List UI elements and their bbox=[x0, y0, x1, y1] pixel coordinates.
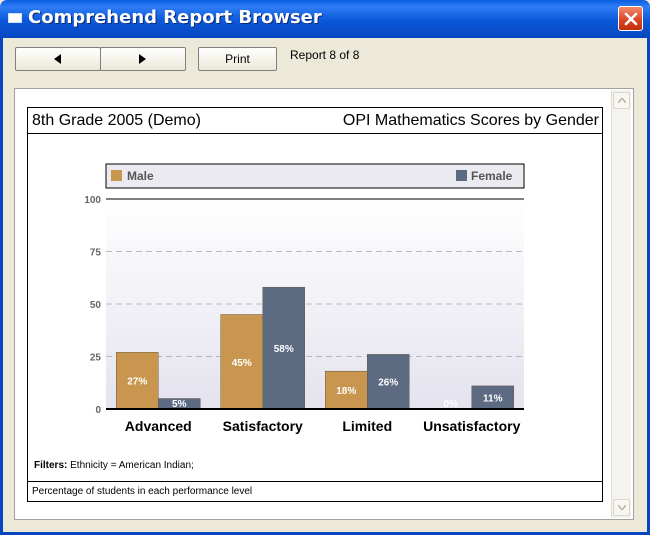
legend-female-swatch bbox=[456, 170, 467, 181]
chevron-down-icon bbox=[617, 505, 626, 510]
chevron-up-icon bbox=[617, 98, 626, 103]
plot-area bbox=[106, 199, 524, 409]
scroll-down-button[interactable] bbox=[613, 499, 630, 516]
y-tick-label: 0 bbox=[95, 405, 101, 416]
bar-male bbox=[116, 352, 159, 410]
bar-data-label: 26% bbox=[378, 378, 398, 389]
bar-data-label: 11% bbox=[483, 393, 503, 404]
triangle-right-icon bbox=[139, 54, 146, 64]
bar-female bbox=[367, 354, 410, 410]
bar-data-label: 45% bbox=[232, 358, 252, 369]
legend-male-swatch bbox=[111, 170, 122, 181]
vertical-scrollbar[interactable] bbox=[611, 90, 631, 518]
footer-text: Percentage of students in each performan… bbox=[32, 486, 253, 497]
report-count: Report 8 of 8 bbox=[290, 48, 360, 62]
print-button[interactable]: Print bbox=[198, 47, 277, 71]
filters-value: Ethnicity = American Indian; bbox=[70, 460, 194, 471]
legend-male-label: Male bbox=[127, 169, 154, 183]
report-subtitle: 8th Grade 2005 (Demo) bbox=[32, 112, 201, 129]
report-title: OPI Mathematics Scores by Gender bbox=[342, 112, 599, 129]
report-header: 8th Grade 2005 (Demo) OPI Mathematics Sc… bbox=[28, 108, 602, 134]
scroll-up-button[interactable] bbox=[613, 92, 630, 109]
x-category-label: Limited bbox=[342, 418, 392, 434]
y-tick-label: 75 bbox=[90, 248, 102, 259]
x-category-label: Satisfactory bbox=[223, 418, 303, 434]
report-footer: Percentage of students in each performan… bbox=[28, 481, 602, 501]
title-bar: Comprehend Report Browser bbox=[0, 0, 650, 38]
bar-data-label: 18% bbox=[336, 386, 356, 397]
filters-label: Filters: bbox=[34, 460, 68, 471]
triangle-left-icon bbox=[54, 54, 61, 64]
bar-female bbox=[262, 286, 305, 410]
x-category-label: Unsatisfactory bbox=[423, 418, 520, 434]
bar-data-label: 5% bbox=[172, 399, 187, 410]
window-title: Comprehend Report Browser bbox=[28, 7, 322, 28]
legend-female-label: Female bbox=[471, 169, 513, 183]
bar-data-label: 27% bbox=[127, 377, 147, 388]
y-tick-label: 50 bbox=[90, 300, 102, 311]
x-category-label: Advanced bbox=[125, 418, 192, 434]
bar-data-label: 0% bbox=[444, 399, 459, 410]
window-icon bbox=[8, 13, 22, 23]
next-report-button[interactable] bbox=[100, 47, 186, 71]
close-button[interactable] bbox=[618, 6, 643, 31]
y-tick-label: 25 bbox=[90, 353, 102, 364]
close-icon bbox=[624, 12, 637, 25]
filters: Filters: Ethnicity = American Indian; bbox=[34, 460, 194, 471]
y-tick-label: 100 bbox=[84, 195, 101, 206]
legend bbox=[105, 163, 525, 189]
bar-male bbox=[220, 314, 263, 410]
bar-data-label: 58% bbox=[274, 344, 294, 355]
